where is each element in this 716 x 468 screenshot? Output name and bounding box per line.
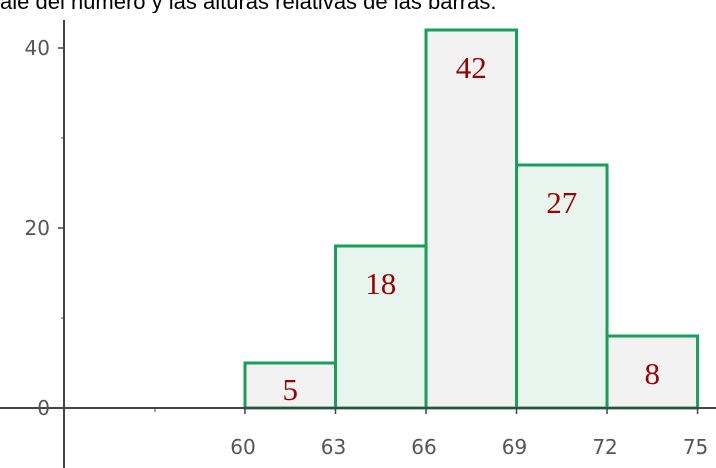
x-tick-label: 72	[592, 435, 617, 459]
x-tick-label: 69	[502, 435, 527, 459]
bar-value-label: 27	[546, 185, 577, 220]
histogram-bar	[515, 163, 609, 410]
bar-value-label: 42	[456, 50, 487, 85]
x-tick-label: 75	[683, 435, 708, 459]
bar-value-label: 5	[283, 372, 299, 407]
y-tick-label: 40	[25, 36, 50, 60]
histogram-bar	[605, 334, 700, 410]
histogram-bar	[424, 28, 519, 410]
x-tick-label: 60	[230, 435, 255, 459]
bar-value-label: 8	[645, 356, 661, 391]
y-tick-label: 20	[25, 216, 50, 240]
chart-caption: ale del número y las alturas relativas d…	[0, 0, 497, 13]
y-tick-label: 0	[37, 396, 50, 420]
bar-value-label: 18	[365, 266, 396, 301]
x-tick-label: 66	[411, 435, 436, 459]
x-tick-label: 63	[321, 435, 346, 459]
